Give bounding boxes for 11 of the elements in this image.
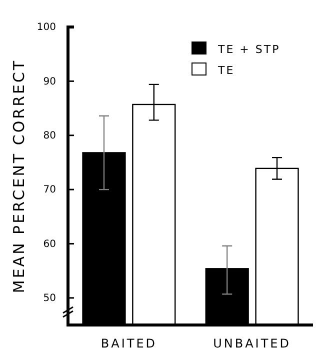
x-tick-label: BAITED: [100, 336, 158, 351]
y-tick-label: 90: [43, 76, 56, 88]
y-axis-title: MEAN PERCENT CORRECT: [10, 58, 28, 294]
y-tick-label: 60: [43, 238, 56, 250]
y-tick-label: 50: [43, 293, 56, 304]
legend-label: TE: [217, 64, 235, 77]
y-tick-label: 80: [43, 130, 56, 142]
x-tick-label: UNBAITED: [213, 336, 292, 351]
y-tick-label: 70: [43, 184, 56, 196]
legend-label: TE + STP: [217, 43, 280, 56]
y-tick-label: 100: [36, 22, 56, 34]
